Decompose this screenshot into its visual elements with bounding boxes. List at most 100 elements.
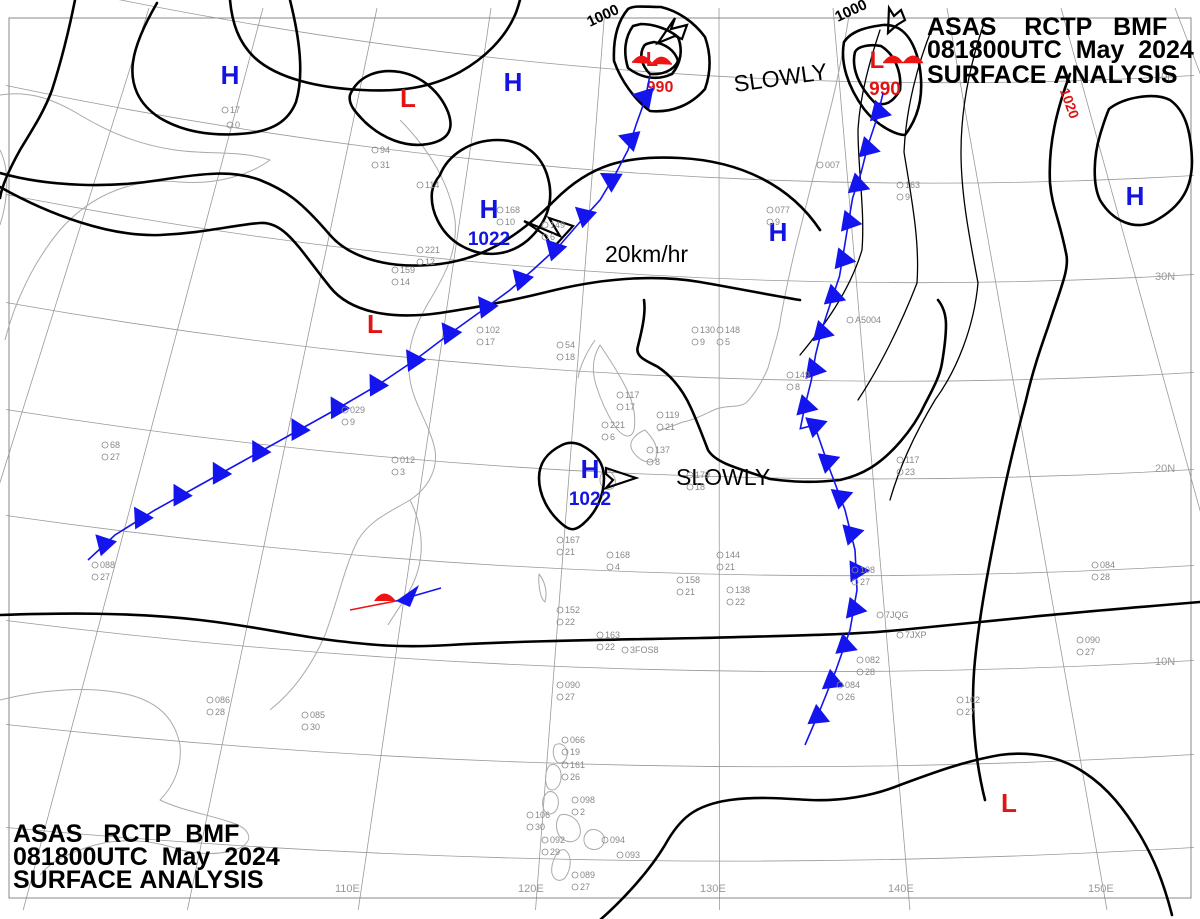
svg-text:4: 4 [615, 562, 620, 572]
svg-text:149: 149 [550, 220, 565, 230]
svg-text:221: 221 [425, 245, 440, 255]
svg-text:007: 007 [825, 160, 840, 170]
svg-text:27: 27 [965, 707, 975, 717]
svg-text:094: 094 [610, 835, 625, 845]
svg-text:12: 12 [425, 257, 435, 267]
svg-text:012: 012 [400, 455, 415, 465]
svg-text:084: 084 [845, 680, 860, 690]
svg-text:17: 17 [485, 337, 495, 347]
svg-text:SURFACE ANALYSIS: SURFACE ANALYSIS [927, 61, 1178, 89]
svg-text:114: 114 [425, 180, 439, 190]
svg-text:18: 18 [565, 352, 575, 362]
svg-text:18: 18 [695, 482, 705, 492]
svg-text:10: 10 [505, 217, 515, 227]
svg-text:3: 3 [400, 467, 405, 477]
svg-text:27: 27 [580, 882, 590, 892]
svg-text:150E: 150E [1088, 883, 1114, 895]
svg-text:L: L [400, 83, 416, 113]
svg-text:9: 9 [775, 217, 780, 227]
svg-text:68: 68 [110, 440, 120, 450]
svg-text:29: 29 [550, 847, 560, 857]
svg-text:1022: 1022 [569, 489, 611, 510]
svg-text:14: 14 [400, 277, 410, 287]
svg-text:089: 089 [580, 870, 595, 880]
svg-text:088: 088 [100, 560, 115, 570]
svg-text:098: 098 [580, 795, 595, 805]
svg-text:168: 168 [505, 205, 520, 215]
svg-text:27: 27 [100, 572, 110, 582]
svg-text:149: 149 [795, 370, 810, 380]
svg-text:130E: 130E [700, 883, 726, 895]
svg-text:H: H [504, 67, 523, 97]
svg-text:H: H [480, 194, 499, 224]
svg-text:17: 17 [230, 105, 240, 115]
svg-text:28: 28 [865, 667, 875, 677]
svg-text:21: 21 [565, 547, 575, 557]
svg-text:108: 108 [860, 565, 875, 575]
svg-text:084: 084 [1100, 560, 1115, 570]
svg-text:9: 9 [350, 417, 355, 427]
svg-text:A5004: A5004 [855, 315, 881, 325]
svg-text:19: 19 [570, 747, 580, 757]
svg-text:1022: 1022 [468, 229, 510, 250]
svg-text:27: 27 [860, 577, 870, 587]
svg-text:130: 130 [700, 325, 715, 335]
svg-text:117: 117 [905, 455, 919, 465]
svg-text:L: L [367, 309, 383, 339]
svg-text:6: 6 [550, 232, 555, 242]
svg-text:0: 0 [235, 120, 240, 130]
svg-text:106: 106 [535, 810, 550, 820]
svg-text:H: H [1126, 181, 1145, 211]
svg-text:117: 117 [625, 390, 639, 400]
svg-text:9: 9 [905, 192, 910, 202]
svg-text:5: 5 [725, 337, 730, 347]
svg-text:077: 077 [775, 205, 790, 215]
svg-text:168: 168 [615, 550, 630, 560]
svg-text:138: 138 [735, 585, 750, 595]
svg-text:22: 22 [605, 642, 615, 652]
svg-text:30: 30 [535, 822, 545, 832]
svg-text:8: 8 [795, 382, 800, 392]
svg-text:179: 179 [695, 470, 710, 480]
svg-text:066: 066 [570, 735, 585, 745]
svg-text:23: 23 [905, 467, 915, 477]
svg-text:7JQG: 7JQG [885, 610, 909, 620]
svg-text:119: 119 [665, 410, 679, 420]
svg-text:20N: 20N [1155, 463, 1175, 475]
svg-text:L: L [1001, 788, 1017, 818]
svg-text:148: 148 [725, 325, 740, 335]
svg-text:090: 090 [565, 680, 580, 690]
svg-text:SURFACE ANALYSIS: SURFACE ANALYSIS [13, 866, 264, 894]
svg-text:167: 167 [565, 535, 580, 545]
svg-text:086: 086 [215, 695, 230, 705]
svg-text:082: 082 [865, 655, 880, 665]
svg-text:081800UTC May 2024: 081800UTC May 2024 [927, 36, 1194, 64]
svg-text:54: 54 [565, 340, 575, 350]
svg-text:163: 163 [605, 630, 620, 640]
svg-text:31: 31 [380, 160, 390, 170]
svg-text:092: 092 [550, 835, 565, 845]
svg-text:163: 163 [905, 180, 920, 190]
svg-text:9: 9 [700, 337, 705, 347]
svg-text:27: 27 [110, 452, 120, 462]
svg-text:110E: 110E [335, 883, 360, 895]
svg-text:20km/hr: 20km/hr [605, 241, 688, 267]
svg-text:6: 6 [610, 432, 615, 442]
svg-text:26: 26 [570, 772, 580, 782]
svg-text:085: 085 [310, 710, 325, 720]
svg-text:30N: 30N [1155, 271, 1175, 283]
svg-text:21: 21 [725, 562, 735, 572]
svg-text:17: 17 [625, 402, 635, 412]
svg-text:990: 990 [869, 79, 901, 100]
svg-text:2: 2 [580, 807, 585, 817]
svg-text:22: 22 [565, 617, 575, 627]
svg-text:H: H [221, 60, 240, 90]
svg-text:27: 27 [1085, 647, 1095, 657]
svg-text:144: 144 [725, 550, 740, 560]
svg-text:093: 093 [625, 850, 640, 860]
svg-text:090: 090 [1085, 635, 1100, 645]
svg-text:21: 21 [665, 422, 675, 432]
svg-text:30: 30 [310, 722, 320, 732]
svg-text:L: L [870, 47, 885, 74]
svg-text:21: 21 [685, 587, 695, 597]
